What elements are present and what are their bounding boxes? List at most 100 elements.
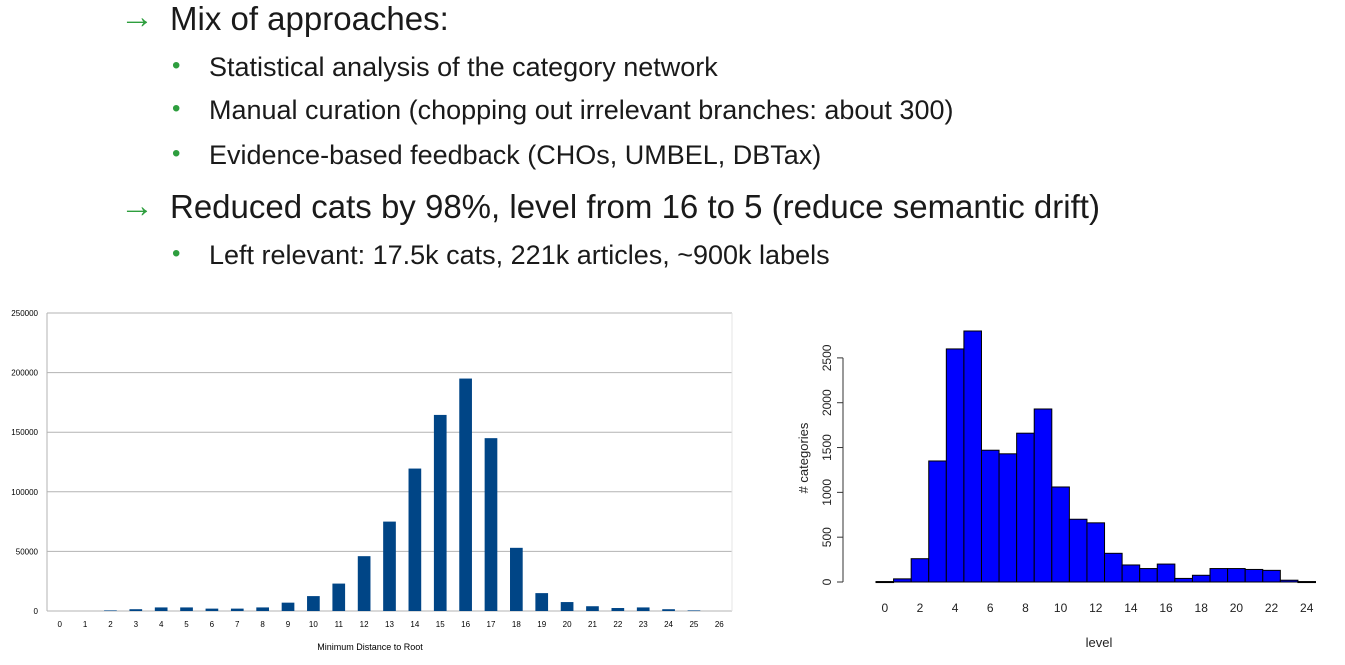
bar bbox=[104, 610, 117, 611]
bar bbox=[332, 583, 346, 611]
x-tick-label: 9 bbox=[286, 620, 291, 629]
bar bbox=[535, 593, 549, 611]
bar bbox=[875, 581, 895, 584]
x-tick-label: 18 bbox=[1195, 601, 1209, 615]
bar bbox=[1104, 552, 1123, 583]
bar bbox=[1297, 581, 1317, 584]
y-tick-label: 150000 bbox=[11, 428, 38, 437]
x-tick-label: 26 bbox=[715, 620, 724, 629]
x-axis-label: Minimum Distance to Root bbox=[317, 642, 423, 652]
x-tick-label: 1 bbox=[83, 620, 88, 629]
x-tick-label: 2 bbox=[108, 620, 113, 629]
x-tick-label: 19 bbox=[537, 620, 546, 629]
x-tick-label: 20 bbox=[1230, 601, 1244, 615]
bar bbox=[1209, 568, 1229, 583]
bar bbox=[893, 578, 912, 583]
bar bbox=[256, 607, 269, 611]
x-tick-label: 24 bbox=[664, 620, 673, 629]
x-tick-label: 5 bbox=[184, 620, 189, 629]
bar bbox=[636, 607, 650, 611]
bar bbox=[945, 348, 965, 583]
bar bbox=[1121, 564, 1141, 583]
bar bbox=[611, 608, 625, 611]
bullet-dot-icon: • bbox=[172, 52, 181, 79]
bar bbox=[281, 602, 295, 611]
x-tick-label: 20 bbox=[563, 620, 572, 629]
bar bbox=[230, 608, 244, 611]
bar bbox=[1262, 569, 1281, 583]
bar bbox=[1156, 563, 1176, 583]
bar bbox=[433, 414, 447, 611]
bar bbox=[687, 610, 701, 611]
x-tick-label: 16 bbox=[461, 620, 470, 629]
arrow-icon: → bbox=[120, 187, 154, 225]
x-tick-label: 11 bbox=[335, 620, 344, 629]
y-tick-label: 2000 bbox=[820, 389, 834, 416]
x-tick-label: 0 bbox=[57, 620, 62, 629]
x-tick-label: 15 bbox=[436, 620, 445, 629]
bar bbox=[1174, 577, 1193, 583]
x-tick-label: 4 bbox=[952, 601, 959, 615]
bullet-sub-1: Statistical analysis of the category net… bbox=[209, 52, 718, 82]
bullet-main-1: Mix of approaches: bbox=[170, 0, 449, 37]
bar bbox=[383, 521, 396, 611]
y-tick-label: 250000 bbox=[11, 309, 38, 318]
bar bbox=[1086, 522, 1106, 583]
y-axis-label: # categories bbox=[796, 422, 811, 493]
bar bbox=[459, 378, 472, 611]
bar bbox=[1191, 574, 1211, 583]
x-tick-label: 8 bbox=[260, 620, 265, 629]
bar bbox=[484, 438, 498, 611]
bar bbox=[1033, 408, 1053, 583]
x-axis-label: level bbox=[1086, 635, 1113, 650]
bar bbox=[963, 330, 982, 583]
bar bbox=[1016, 432, 1035, 583]
bar bbox=[1227, 568, 1246, 583]
y-tick-label: 0 bbox=[34, 607, 39, 616]
bar bbox=[980, 449, 1000, 583]
y-tick-label: 500 bbox=[820, 527, 834, 547]
x-tick-label: 6 bbox=[210, 620, 215, 629]
bar bbox=[154, 607, 168, 611]
bullet-dot-icon: • bbox=[172, 240, 181, 267]
x-tick-label: 12 bbox=[1089, 601, 1103, 615]
x-tick-label: 22 bbox=[1265, 601, 1279, 615]
bullet-dot-icon: • bbox=[172, 95, 181, 122]
x-tick-label: 22 bbox=[613, 620, 622, 629]
x-tick-label: 0 bbox=[881, 601, 888, 615]
x-tick-label: 14 bbox=[1124, 601, 1138, 615]
x-tick-label: 12 bbox=[360, 620, 369, 629]
bar bbox=[928, 460, 947, 583]
y-tick-label: 1500 bbox=[820, 434, 834, 461]
bar bbox=[307, 596, 320, 611]
bar bbox=[408, 468, 422, 611]
bar bbox=[180, 607, 193, 611]
y-tick-label: 1000 bbox=[820, 479, 834, 506]
x-tick-label: 7 bbox=[235, 620, 240, 629]
bullet-dot-icon: • bbox=[172, 140, 181, 167]
bar bbox=[560, 602, 574, 611]
bar bbox=[1051, 486, 1070, 583]
bar bbox=[998, 453, 1018, 583]
bullet-sub-3: Evidence-based feedback (CHOs, UMBEL, DB… bbox=[209, 140, 822, 170]
y-tick-label: 50000 bbox=[16, 547, 39, 556]
bar bbox=[910, 558, 930, 583]
x-tick-label: 4 bbox=[159, 620, 164, 629]
x-tick-label: 17 bbox=[487, 620, 496, 629]
bullet-sub-2: Manual curation (chopping out irrelevant… bbox=[209, 95, 954, 125]
bar bbox=[1068, 518, 1088, 583]
x-tick-label: 3 bbox=[134, 620, 139, 629]
bullet-sub-4: Left relevant: 17.5k cats, 221k articles… bbox=[209, 240, 830, 270]
x-tick-label: 16 bbox=[1159, 601, 1173, 615]
arrow-icon: → bbox=[120, 0, 154, 36]
bar bbox=[586, 606, 599, 611]
bar bbox=[1139, 568, 1158, 583]
bar bbox=[129, 609, 143, 611]
bar bbox=[662, 609, 675, 611]
y-tick-label: 2500 bbox=[820, 344, 834, 371]
x-tick-label: 10 bbox=[309, 620, 318, 629]
x-tick-label: 6 bbox=[987, 601, 994, 615]
x-tick-label: 18 bbox=[512, 620, 521, 629]
